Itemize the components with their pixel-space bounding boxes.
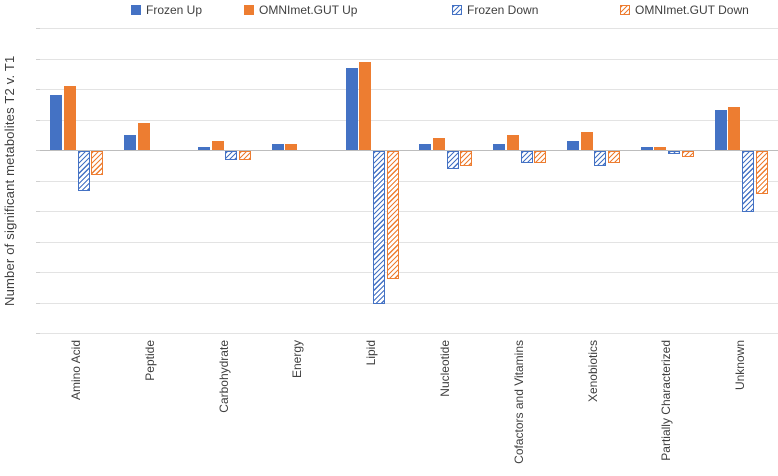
bar-omnimet-gut-up-nucleotide — [433, 137, 446, 150]
bar-omnimet-gut-up-energy — [285, 143, 298, 150]
x-axis-label-lipid: Lipid — [364, 340, 379, 366]
bar-frozen-up-peptide — [124, 134, 137, 150]
legend-item-frozen-up: Frozen Up — [131, 3, 202, 17]
omnimet-gut-down-swatch-icon — [620, 5, 630, 15]
bar-omnimet-gut-down-nucleotide — [460, 151, 473, 167]
legend-item-omnimet-gut-up: OMNImet.GUT Up — [244, 3, 357, 17]
bar-omnimet-gut-up-lipid — [359, 61, 372, 150]
bar-frozen-up-carbohydrate — [197, 146, 210, 150]
y-axis-tick — [36, 211, 40, 212]
bar-frozen-down-cofactors-and-vitamins — [520, 151, 533, 164]
y-axis-tick — [36, 150, 40, 151]
y-axis-tick — [36, 302, 40, 304]
bar-frozen-down-nucleotide — [446, 151, 459, 170]
bar-omnimet-gut-up-peptide — [137, 122, 150, 150]
bar-frozen-up-unknown — [714, 110, 727, 150]
y-axis-tick — [36, 241, 40, 243]
gridline — [40, 302, 778, 304]
gridline — [40, 211, 778, 212]
x-axis-label-nucleotide: Nucleotide — [437, 340, 452, 397]
x-axis-label-cofactors-and-vitamins: Cofactors and Vitamins — [511, 340, 526, 464]
y-axis-tick — [36, 180, 40, 182]
gridline — [40, 241, 778, 243]
bar-omnimet-gut-down-cofactors-and-vitamins — [534, 151, 547, 164]
bar-frozen-down-unknown — [741, 151, 754, 212]
bar-omnimet-gut-up-partially-characterized — [654, 146, 667, 150]
bar-omnimet-gut-up-cofactors-and-vitamins — [506, 134, 519, 150]
zero-axis-line — [40, 150, 778, 151]
y-axis-title: Number of significant metabolites T2 v. … — [2, 55, 17, 306]
legend-label-frozen-down: Frozen Down — [467, 3, 539, 17]
x-axis-label-unknown: Unknown — [733, 340, 748, 391]
y-axis-tick — [36, 28, 40, 29]
gridline — [40, 272, 778, 273]
bar-omnimet-gut-down-xenobiotics — [608, 151, 621, 164]
bar-omnimet-gut-up-xenobiotics — [580, 131, 593, 150]
y-axis-tick — [36, 58, 40, 60]
omnimet-gut-up-swatch-icon — [244, 5, 254, 15]
gridline — [40, 28, 778, 29]
gridline — [40, 180, 778, 182]
bar-frozen-up-cofactors-and-vitamins — [493, 143, 506, 150]
frozen-down-swatch-icon — [452, 5, 462, 15]
x-axis-label-carbohydrate: Carbohydrate — [216, 340, 231, 413]
bar-frozen-down-lipid — [372, 151, 385, 304]
x-axis-label-peptide: Peptide — [142, 340, 157, 381]
chart-legend: Frozen Up OMNImet.GUT Up Frozen Down OMN… — [0, 0, 778, 22]
x-axis-label-amino-acid: Amino Acid — [68, 340, 83, 401]
bar-omnimet-gut-down-partially-characterized — [681, 151, 694, 158]
plot-area — [36, 28, 778, 334]
bar-frozen-up-lipid — [345, 67, 358, 150]
bar-omnimet-gut-down-amino-acid — [91, 151, 104, 176]
bar-frozen-down-xenobiotics — [594, 151, 607, 167]
legend-item-omnimet-gut-down: OMNImet.GUT Down — [620, 3, 749, 17]
x-axis-label-partially-characterized: Partially Characterized — [659, 340, 674, 461]
bar-frozen-down-partially-characterized — [668, 151, 681, 155]
gridline — [40, 119, 778, 121]
x-axis-label-energy: Energy — [290, 340, 305, 379]
bar-omnimet-gut-down-carbohydrate — [239, 151, 252, 161]
bar-omnimet-gut-up-unknown — [728, 107, 741, 150]
x-axis-label-xenobiotics: Xenobiotics — [585, 340, 600, 403]
legend-item-frozen-down: Frozen Down — [452, 3, 538, 17]
bar-frozen-down-amino-acid — [77, 151, 90, 191]
bar-frozen-up-nucleotide — [419, 143, 432, 150]
y-axis-tick — [36, 333, 40, 334]
bar-omnimet-gut-down-unknown — [755, 151, 768, 194]
gridline — [40, 58, 778, 60]
bar-frozen-up-energy — [271, 143, 284, 150]
bar-omnimet-gut-up-amino-acid — [64, 85, 77, 150]
legend-label-frozen-up: Frozen Up — [146, 3, 203, 17]
frozen-up-swatch-icon — [131, 5, 141, 15]
gridline — [40, 89, 778, 90]
bar-frozen-down-carbohydrate — [225, 151, 238, 161]
y-axis-tick — [36, 89, 40, 90]
gridline — [40, 333, 778, 334]
y-axis-tick — [36, 272, 40, 273]
legend-label-omnimet-gut-up: OMNImet.GUT Up — [259, 3, 358, 17]
bar-frozen-up-xenobiotics — [566, 140, 579, 150]
legend-label-omnimet-gut-down: OMNImet.GUT Down — [635, 3, 749, 17]
bar-frozen-up-partially-characterized — [640, 146, 653, 150]
bar-omnimet-gut-up-carbohydrate — [211, 140, 224, 150]
bar-frozen-up-amino-acid — [50, 95, 63, 150]
bar-omnimet-gut-down-lipid — [386, 151, 399, 280]
y-axis-tick — [36, 119, 40, 121]
